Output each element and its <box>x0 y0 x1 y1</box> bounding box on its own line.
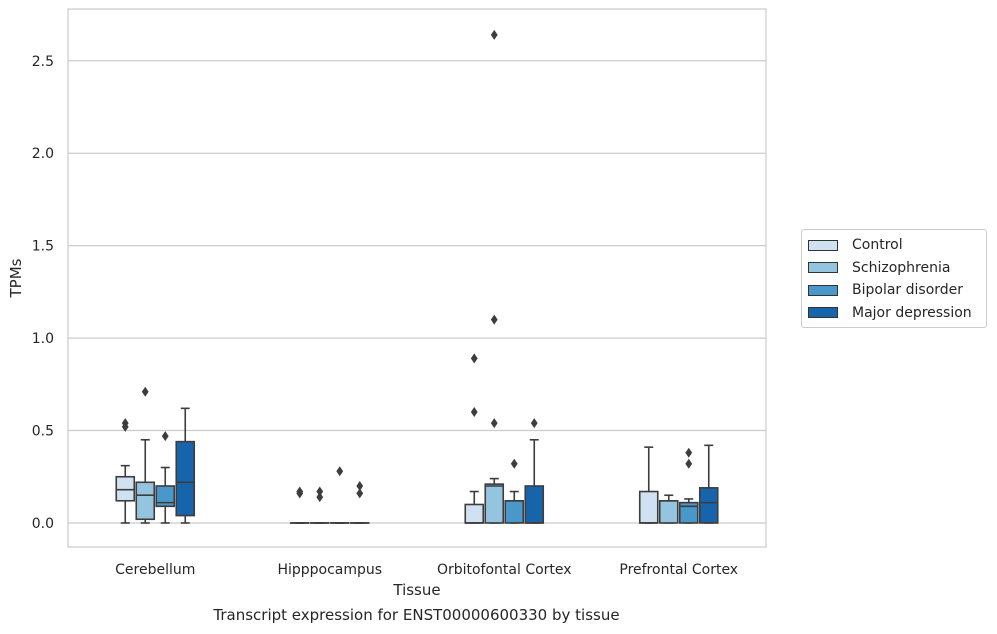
box-2-0 <box>464 353 485 524</box>
y-tick-label: 1.0 <box>32 331 54 347</box>
box-1-2 <box>329 466 350 524</box>
x-axis-ticks: Cerebellum Hipppocampus Orbitofontal Corte… <box>115 562 738 578</box>
box-iqr <box>155 485 176 508</box>
outlier-point <box>530 418 538 429</box>
box-iqr <box>484 483 505 524</box>
box-2-1 <box>484 29 505 524</box>
box-0-3 <box>175 407 196 524</box>
outlier-point <box>121 418 129 429</box>
legend-item: Control <box>802 234 986 257</box>
x-tick-label: Cerebellum <box>115 562 195 578</box>
legend-swatch <box>808 307 838 319</box>
y-tick-label: 2.5 <box>32 54 54 70</box>
legend-item: Schizophrenia <box>802 257 986 280</box>
box-iqr <box>524 485 545 524</box>
y-tick-label: 0.5 <box>32 424 54 440</box>
plot-area <box>68 9 766 547</box>
outlier-point <box>490 29 498 40</box>
box-3-1 <box>658 494 679 524</box>
box-3-0 <box>638 446 659 524</box>
outlier-point <box>685 447 693 458</box>
box-2-2 <box>504 458 525 524</box>
y-tick-label: 2.0 <box>32 146 54 162</box>
legend-label: Major depression <box>852 304 972 321</box>
outlier-point <box>356 480 364 491</box>
y-tick-label: 1.5 <box>32 239 54 255</box>
box-iqr <box>678 501 699 524</box>
y-tick-label: 0.0 <box>32 516 54 532</box>
box-iqr <box>658 499 679 524</box>
box-3-3 <box>698 444 719 524</box>
outlier-point <box>141 386 149 397</box>
legend-swatch <box>808 239 838 251</box>
box-iqr <box>504 499 525 524</box>
outlier-point <box>490 418 498 429</box>
box-iqr <box>135 481 156 521</box>
boxes <box>115 29 719 524</box>
outlier-point <box>685 458 693 469</box>
box-iqr <box>464 503 485 524</box>
outlier-point <box>316 492 324 503</box>
box-0-2 <box>155 431 176 524</box>
outlier-point <box>356 488 364 499</box>
box-1-1 <box>309 486 330 524</box>
y-axis-label: TPMs <box>7 258 25 298</box>
outlier-point <box>510 458 518 469</box>
box-iqr <box>638 490 659 524</box>
legend-label: Bipolar disorder <box>852 282 964 299</box>
legend: Control Schizophrenia Bipolar disorder Majo… <box>801 229 987 328</box>
outlier-point <box>470 407 478 418</box>
box-iqr <box>115 475 136 502</box>
x-tick-label: Prefrontal Cortex <box>619 562 738 578</box>
outlier-point <box>470 353 478 364</box>
outlier-point <box>316 486 324 497</box>
y-axis-ticks: 0.0 0.5 1.0 1.5 2.0 2.5 <box>32 54 54 532</box>
outlier-point <box>336 466 344 477</box>
box-0-0 <box>115 418 136 524</box>
x-tick-label: Orbitofontal Cortex <box>437 562 572 578</box>
legend-swatch <box>808 262 838 274</box>
box-0-1 <box>135 386 156 524</box>
box-1-3 <box>349 480 370 524</box>
legend-item: Major depression <box>802 302 986 325</box>
legend-item: Bipolar disorder <box>802 279 986 302</box>
plot-border <box>67 8 767 548</box>
legend-label: Control <box>852 237 903 254</box>
outlier-point <box>161 431 169 442</box>
box-iqr <box>175 440 196 517</box>
x-tick-label: Hipppocampus <box>277 562 382 578</box>
box-iqr <box>698 487 719 524</box>
outlier-point <box>490 314 498 325</box>
box-1-0 <box>289 486 310 524</box>
legend-label: Schizophrenia <box>852 259 951 276</box>
box-3-2 <box>678 447 699 524</box>
box-2-3 <box>524 418 545 524</box>
chart-caption: Transcript expression for ENST0000060033… <box>213 606 620 624</box>
x-axis-label: Tissue <box>392 581 440 599</box>
outlier-point <box>296 486 304 497</box>
legend-swatch <box>808 284 838 296</box>
